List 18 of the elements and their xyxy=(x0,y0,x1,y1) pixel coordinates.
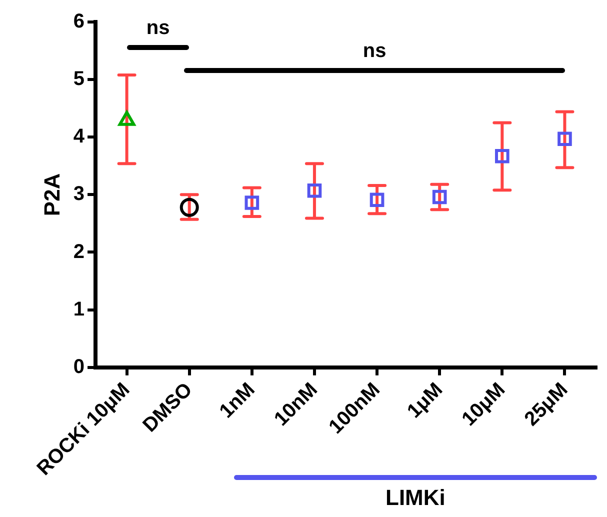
point xyxy=(180,198,199,217)
annotation: ns xyxy=(362,40,388,63)
y-tick-label: 0 xyxy=(73,356,85,378)
y-tick-label: 5 xyxy=(73,68,85,90)
y-tick-label: 3 xyxy=(73,183,85,206)
y-axis-title: P2A xyxy=(39,173,64,216)
y-tick-label: 4 xyxy=(73,126,86,148)
y-tick-label: 6 xyxy=(73,10,85,33)
y-tick-label: 2 xyxy=(73,240,85,263)
point xyxy=(244,196,260,210)
point xyxy=(370,192,384,208)
point xyxy=(307,184,322,198)
point xyxy=(558,132,572,146)
y-tick-label: 1 xyxy=(73,298,85,320)
text: LIMKi xyxy=(384,485,446,511)
point xyxy=(495,148,510,164)
point xyxy=(432,190,447,204)
annotation: ns xyxy=(145,16,171,40)
